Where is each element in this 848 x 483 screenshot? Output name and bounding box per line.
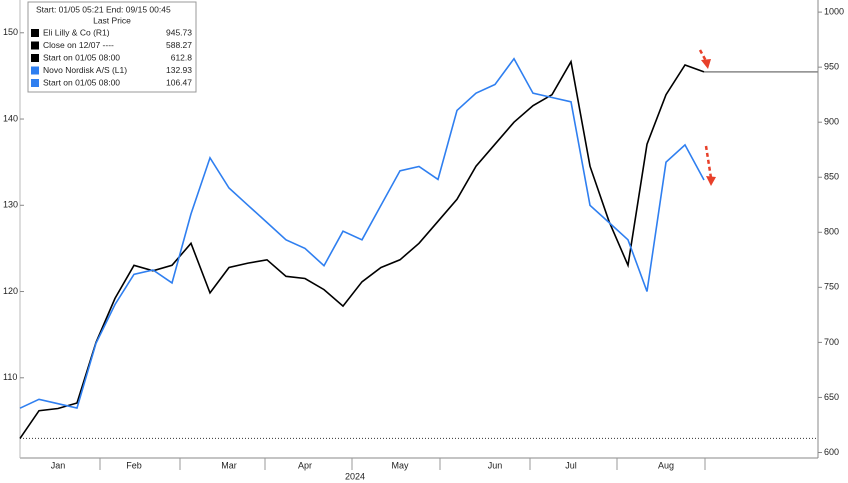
legend-label: Start on 01/05 08:00 [43,52,120,62]
x-tick-label: Feb [126,460,142,470]
legend-label: Close on 12/07 ---- [43,40,114,50]
legend-label: Start on 01/05 08:00 [43,77,120,87]
y2-tick-label: 650 [824,392,839,402]
x-tick-label: Aug [658,460,674,470]
month-separators [99,458,706,470]
y2-tick-label: 1000 [824,6,844,16]
legend-box [27,1,197,93]
y2-tick-label: 800 [824,227,839,237]
x-tick-label: Apr [298,460,312,470]
y-tick-label: 110 [3,372,17,382]
annotation-arrows [698,49,713,179]
y2-tick-label: 600 [824,447,839,457]
y2-tick-label: 950 [824,62,839,72]
legend-swatch [31,54,39,62]
y-tick-label: 120 [3,286,18,296]
legend-swatch [31,29,39,37]
legend-value: 612.8 [171,52,193,62]
legend-value: 588.27 [166,40,192,50]
y2-tick-label: 900 [824,117,839,127]
series-line [19,57,705,409]
legend-swatch [31,66,39,75]
y-tick-label: 130 [3,200,18,210]
y-tick-label: 150 [3,27,18,37]
y2-tick-label: 750 [824,282,839,292]
legend-subheader: Last Price [93,15,131,25]
legend-value: 132.93 [166,65,192,75]
legend-value: 106.47 [166,77,192,87]
x-tick-label: Jul [565,460,577,470]
legend-header: Start: 01/05 05:21 End: 09/15 00:45 [36,4,171,14]
legend-label: Eli Lilly & Co (R1) [43,27,110,37]
legend-swatch [31,79,39,87]
legend-value: 945.73 [166,27,192,37]
series-line [19,59,705,439]
x-tick-label: Jun [488,460,503,470]
y2-tick-label: 700 [824,337,839,347]
legend-swatch [31,41,39,50]
y2-tick-label: 850 [824,172,839,182]
y-tick-label: 140 [3,113,18,123]
legend: Start: 01/05 05:21 End: 09/15 00:45Last … [27,1,197,93]
annotation-arrowheads [701,59,716,186]
legend-label: Novo Nordisk A/S (L1) [43,65,127,75]
x-axis-label: 2024 [345,471,365,481]
x-tick-label: Mar [221,460,237,470]
x-tick-label: May [391,460,409,470]
x-tick-label: Jan [51,460,66,470]
